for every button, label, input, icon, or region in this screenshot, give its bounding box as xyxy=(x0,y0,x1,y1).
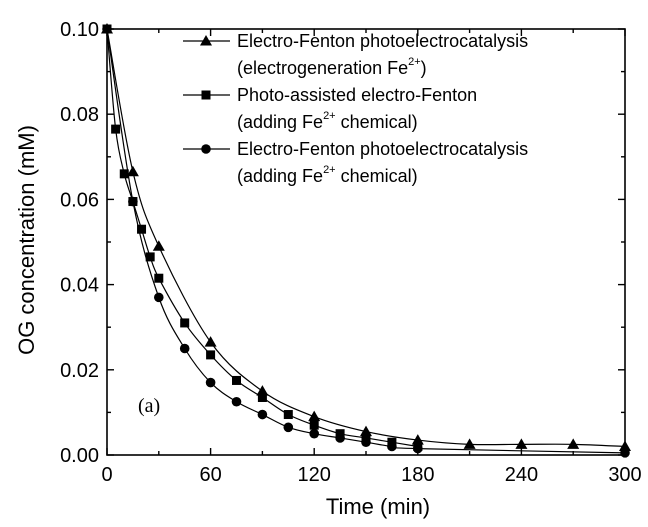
circle-marker xyxy=(179,343,190,354)
y-tick-label: 0.10 xyxy=(60,19,99,41)
legend-label-detail: (adding Fe2+ chemical) xyxy=(237,164,418,186)
ticks: 0 60 120 180 240 300 0.00 0.02 0.04 0.06 0.08 0.10 xyxy=(60,19,642,486)
x-tick-label: 180 xyxy=(401,464,434,486)
square-marker xyxy=(145,252,155,262)
circle-marker xyxy=(205,377,216,388)
legend-detail-text-end: chemical) xyxy=(336,166,418,186)
series-layer xyxy=(101,23,631,458)
y-tick-label: 0.08 xyxy=(60,104,99,126)
legend-detail-text-end: chemical) xyxy=(336,112,418,132)
square-marker xyxy=(309,420,319,430)
y-tick-label: 0.06 xyxy=(60,189,99,211)
legend-detail-text: (adding Fe xyxy=(237,112,323,132)
x-tick-label: 120 xyxy=(298,464,331,486)
triangle-marker xyxy=(126,165,139,177)
square-marker xyxy=(137,224,147,234)
legend-label: Photo-assisted electro-Fenton xyxy=(237,85,477,105)
legend-label-detail: (adding Fe2+ chemical) xyxy=(237,110,418,132)
legend-superscript: 2+ xyxy=(408,56,421,68)
circle-marker xyxy=(309,428,320,439)
triangle-marker xyxy=(204,336,217,347)
series-circle xyxy=(102,24,630,458)
triangle-marker xyxy=(463,438,476,449)
circle-marker xyxy=(154,292,164,303)
x-axis-title: Time (min) xyxy=(326,494,430,519)
square-marker xyxy=(119,169,129,179)
triangle-marker xyxy=(308,410,321,422)
triangle-marker xyxy=(619,440,631,451)
x-tick-label: 0 xyxy=(101,464,112,486)
triangle-marker xyxy=(200,35,212,46)
square-marker xyxy=(111,124,121,134)
circle-marker xyxy=(335,433,345,443)
circle-marker xyxy=(387,441,397,452)
legend-superscript: 2+ xyxy=(323,164,336,176)
square-marker xyxy=(180,318,190,328)
circle-marker xyxy=(128,196,138,207)
x-tick-label: 60 xyxy=(199,464,221,486)
square-marker xyxy=(201,90,211,100)
y-tick-label: 0.00 xyxy=(60,445,99,467)
triangle-marker xyxy=(360,425,372,437)
circle-marker xyxy=(102,24,112,34)
circle-marker xyxy=(413,443,423,454)
triangle-marker xyxy=(567,438,580,449)
circle-marker xyxy=(283,422,294,433)
circle-marker xyxy=(201,144,211,154)
legend-superscript: 2+ xyxy=(323,110,336,122)
legend-entry-square: Photo-assisted electro-Fenton (adding Fe2… xyxy=(183,85,477,132)
circle-marker xyxy=(620,448,630,458)
legend: Electro-Fenton photoelectrocatalysis (ele… xyxy=(183,31,528,186)
legend-entry-circle: Electro-Fenton photoelectrocatalysis (add… xyxy=(183,139,528,186)
triangle-marker xyxy=(152,240,165,251)
square-marker xyxy=(257,392,267,402)
legend-detail-text: (adding Fe xyxy=(237,166,323,186)
circle-marker xyxy=(257,409,268,420)
legend-entry-triangle: Electro-Fenton photoelectrocatalysis (ele… xyxy=(183,31,528,78)
y-tick-label: 0.04 xyxy=(60,275,99,297)
y-tick-label: 0.02 xyxy=(60,360,99,382)
panel-label: (a) xyxy=(138,395,160,417)
x-tick-label: 300 xyxy=(608,464,641,486)
triangle-marker xyxy=(515,438,528,449)
circle-marker xyxy=(231,396,242,407)
circle-marker xyxy=(361,437,371,448)
square-marker xyxy=(154,273,164,283)
x-tick-label: 240 xyxy=(505,464,538,486)
triangle-marker xyxy=(256,385,269,396)
legend-label-detail: (electrogeneration Fe2+) xyxy=(237,56,427,78)
series-triangle xyxy=(101,23,631,451)
y-axis-title: OG concentration (mM) xyxy=(14,125,39,355)
legend-label: Electro-Fenton photoelectrocatalysis xyxy=(237,139,528,159)
legend-detail-text-end: ) xyxy=(421,58,427,78)
square-marker xyxy=(206,350,216,360)
legend-detail-text: (electrogeneration Fe xyxy=(237,58,408,78)
triangle-marker xyxy=(411,434,424,445)
square-marker xyxy=(232,375,241,385)
legend-label: Electro-Fenton photoelectrocatalysis xyxy=(237,31,528,51)
square-marker xyxy=(283,410,293,420)
